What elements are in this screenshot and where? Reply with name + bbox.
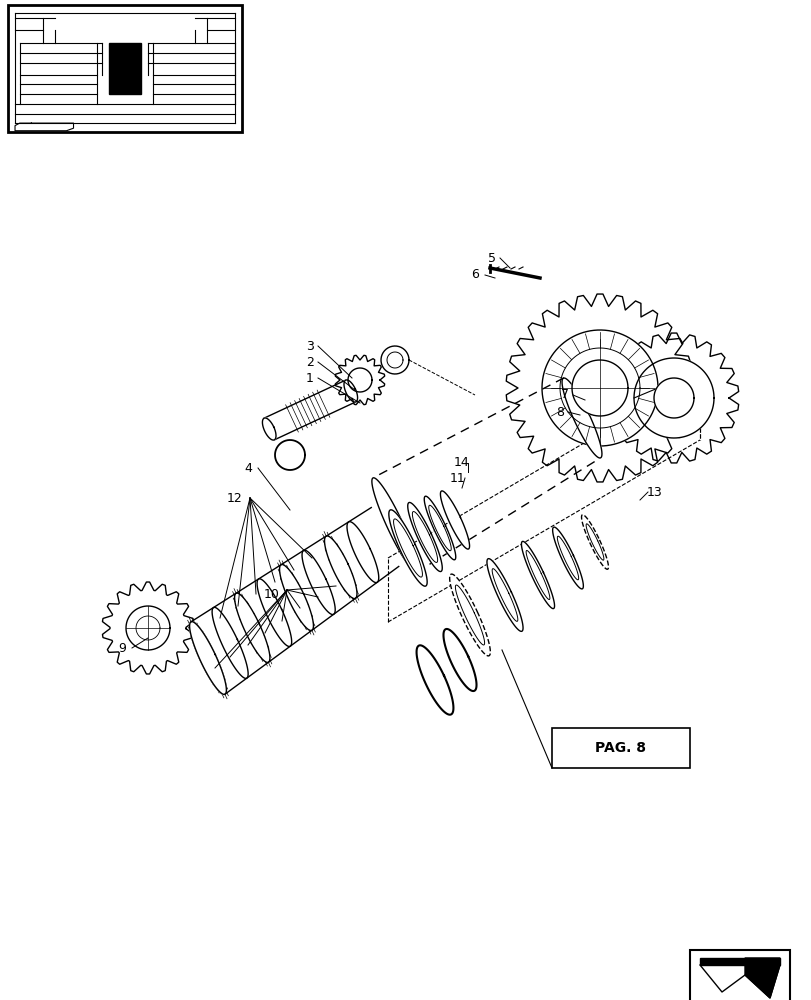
Bar bbox=[8, 5, 242, 132]
Polygon shape bbox=[190, 622, 226, 694]
Polygon shape bbox=[552, 527, 582, 589]
Polygon shape bbox=[380, 346, 409, 374]
Polygon shape bbox=[440, 491, 469, 549]
Text: 7: 7 bbox=[560, 388, 569, 401]
Polygon shape bbox=[561, 378, 601, 458]
Text: 2: 2 bbox=[306, 356, 314, 368]
Bar bbox=[551, 728, 689, 768]
Polygon shape bbox=[581, 515, 607, 569]
Text: 1: 1 bbox=[306, 371, 314, 384]
Polygon shape bbox=[346, 522, 378, 583]
Polygon shape bbox=[371, 478, 418, 572]
Text: 12: 12 bbox=[227, 491, 242, 504]
Text: 10: 10 bbox=[264, 588, 280, 601]
Polygon shape bbox=[653, 378, 693, 418]
Polygon shape bbox=[388, 510, 427, 586]
Polygon shape bbox=[257, 579, 291, 646]
Text: 6: 6 bbox=[470, 268, 478, 282]
Polygon shape bbox=[324, 536, 357, 599]
Text: 11: 11 bbox=[449, 472, 466, 485]
Polygon shape bbox=[234, 593, 269, 662]
Text: 14: 14 bbox=[453, 456, 470, 470]
Polygon shape bbox=[541, 330, 657, 446]
Polygon shape bbox=[455, 585, 484, 645]
Polygon shape bbox=[302, 550, 335, 615]
Polygon shape bbox=[521, 541, 554, 609]
Text: 3: 3 bbox=[306, 340, 314, 353]
Text: 9: 9 bbox=[118, 642, 126, 654]
Polygon shape bbox=[699, 958, 779, 965]
Polygon shape bbox=[526, 550, 549, 600]
Text: 4: 4 bbox=[244, 462, 251, 475]
Polygon shape bbox=[633, 358, 713, 438]
Polygon shape bbox=[190, 622, 226, 694]
Polygon shape bbox=[505, 294, 693, 482]
Polygon shape bbox=[443, 629, 476, 691]
Text: 5: 5 bbox=[487, 251, 496, 264]
Polygon shape bbox=[416, 645, 453, 715]
Polygon shape bbox=[335, 355, 384, 405]
Polygon shape bbox=[744, 958, 779, 998]
Polygon shape bbox=[393, 519, 422, 577]
Polygon shape bbox=[279, 564, 313, 631]
Bar bbox=[109, 43, 141, 94]
Polygon shape bbox=[423, 496, 455, 560]
Polygon shape bbox=[344, 380, 357, 402]
Text: 8: 8 bbox=[556, 406, 564, 418]
Polygon shape bbox=[608, 333, 738, 463]
Polygon shape bbox=[212, 607, 248, 678]
Polygon shape bbox=[487, 559, 522, 631]
Polygon shape bbox=[102, 582, 193, 674]
Polygon shape bbox=[412, 512, 437, 562]
Polygon shape bbox=[491, 569, 517, 621]
Polygon shape bbox=[428, 505, 451, 551]
Text: 13: 13 bbox=[646, 486, 662, 498]
Polygon shape bbox=[571, 360, 627, 416]
Polygon shape bbox=[262, 418, 276, 440]
Polygon shape bbox=[449, 574, 490, 656]
Polygon shape bbox=[586, 524, 603, 560]
Bar bbox=[689, 950, 789, 1000]
Polygon shape bbox=[556, 536, 578, 580]
Text: PAG. 8: PAG. 8 bbox=[594, 741, 646, 755]
Polygon shape bbox=[407, 502, 442, 572]
